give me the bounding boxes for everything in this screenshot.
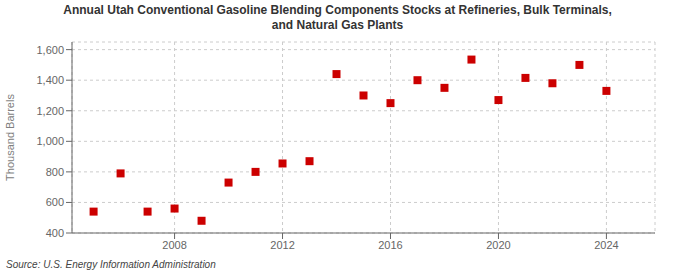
- svg-text:2008: 2008: [162, 239, 186, 251]
- html-text:Source: U.S. Energy Informatio: Source: U.S. Energy Information Administ…: [6, 259, 216, 270]
- svg-text:1,200: 1,200: [36, 105, 64, 117]
- svg-text:2020: 2020: [486, 239, 510, 251]
- html-text:and Natural Gas Plants: and Natural Gas Plants: [271, 18, 404, 32]
- svg-text:400: 400: [46, 227, 64, 239]
- svg-text:1,600: 1,600: [36, 44, 64, 56]
- svg-text:2016: 2016: [378, 239, 402, 251]
- svg-text:600: 600: [46, 196, 64, 208]
- svg-text:1,400: 1,400: [36, 74, 64, 86]
- svg-text:800: 800: [46, 166, 64, 178]
- svg-text:2024: 2024: [594, 239, 618, 251]
- html-text:Annual Utah Conventional Gasol: Annual Utah Conventional Gasoline Blendi…: [63, 3, 612, 17]
- svg-text:1,000: 1,000: [36, 135, 64, 147]
- svg-text:Thousand Barrels: Thousand Barrels: [8, 94, 16, 181]
- svg-text:2012: 2012: [270, 239, 294, 251]
